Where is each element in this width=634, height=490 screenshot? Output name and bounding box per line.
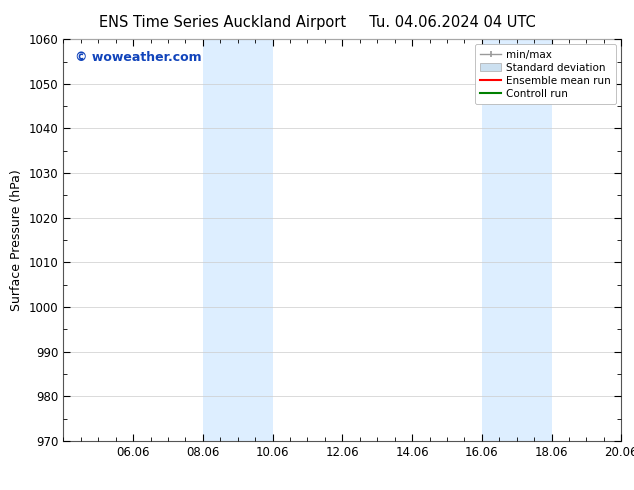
Legend: min/max, Standard deviation, Ensemble mean run, Controll run: min/max, Standard deviation, Ensemble me… [475,45,616,104]
Y-axis label: Surface Pressure (hPa): Surface Pressure (hPa) [10,169,23,311]
Text: © woweather.com: © woweather.com [75,51,201,64]
Bar [482,39,552,441]
Bar [203,39,273,441]
Text: ENS Time Series Auckland Airport     Tu. 04.06.2024 04 UTC: ENS Time Series Auckland Airport Tu. 04.… [99,15,535,30]
